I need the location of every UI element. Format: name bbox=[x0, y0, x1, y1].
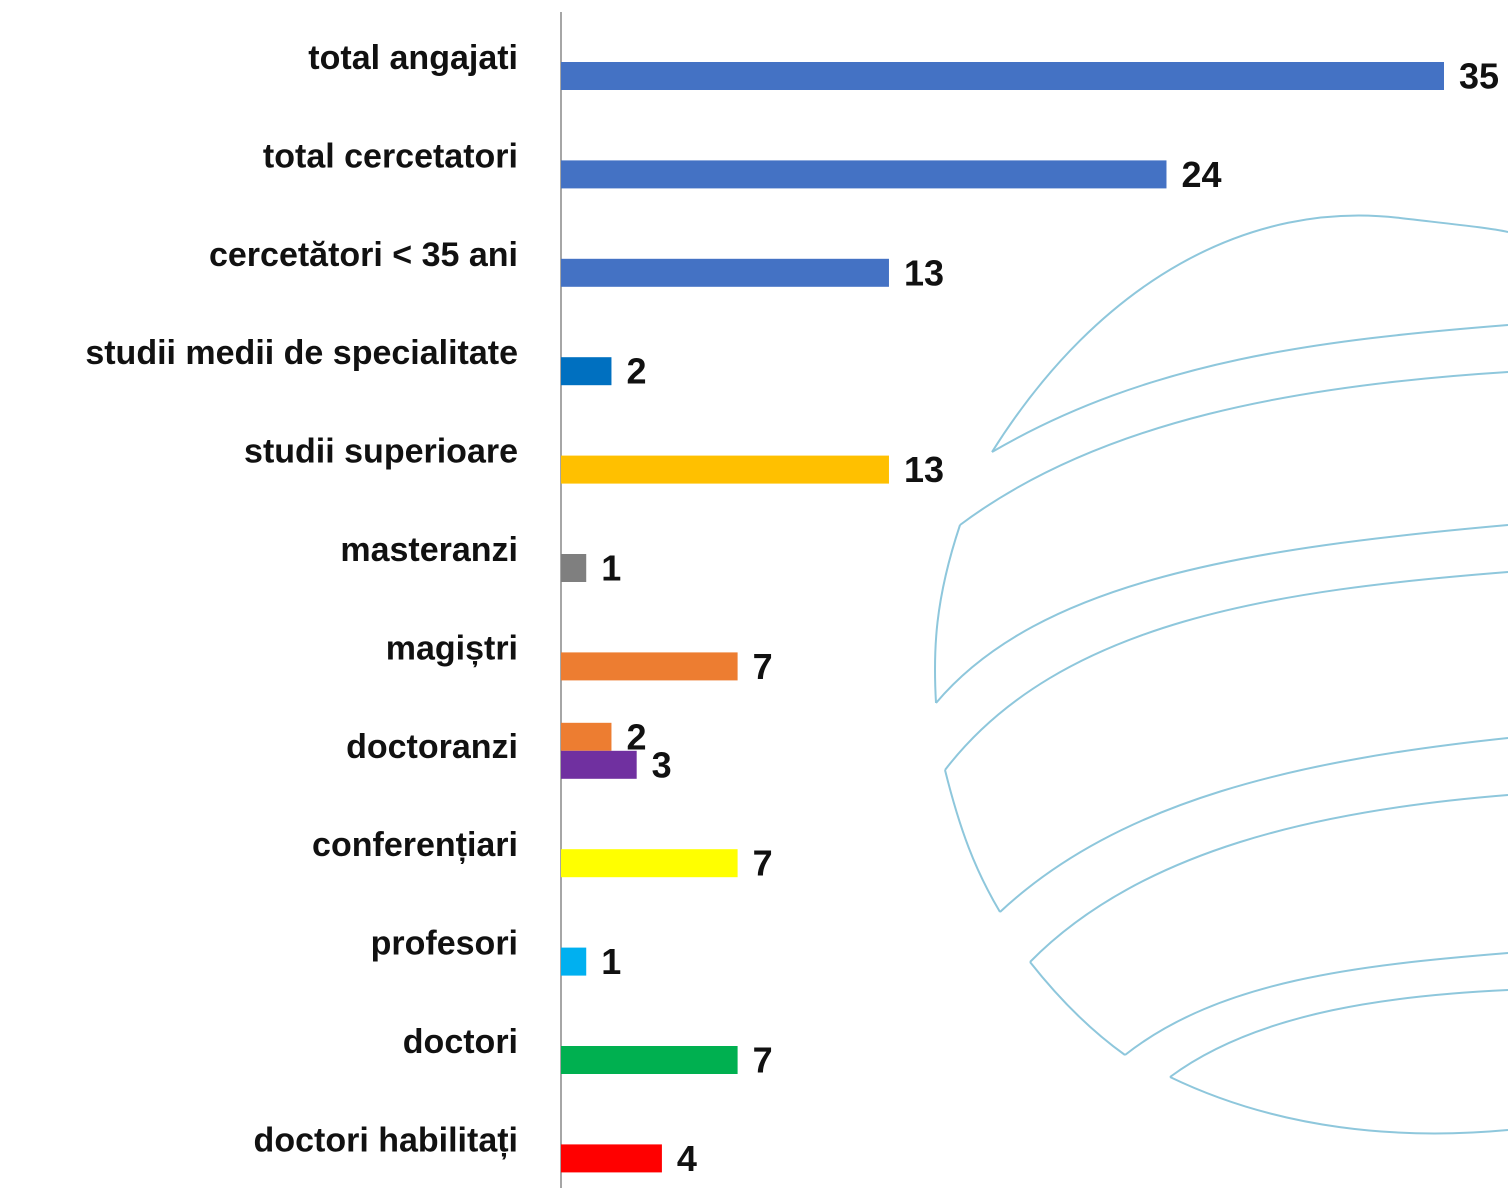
value-label: 4 bbox=[677, 1138, 697, 1179]
value-label: 13 bbox=[904, 252, 944, 293]
bar bbox=[561, 62, 1444, 90]
value-label: 24 bbox=[1181, 154, 1221, 195]
bar bbox=[561, 849, 738, 878]
bar bbox=[561, 722, 612, 751]
bar bbox=[561, 1144, 662, 1173]
category-label: magiștri bbox=[386, 629, 518, 667]
value-label: 1 bbox=[601, 548, 621, 589]
category-label: total angajati bbox=[308, 39, 518, 77]
background-decoration bbox=[933, 214, 1508, 1135]
category-label: doctoranzi bbox=[346, 728, 518, 766]
bar bbox=[561, 1046, 738, 1074]
category-label: masteranzi bbox=[340, 531, 518, 569]
bar bbox=[561, 455, 889, 484]
value-label: 13 bbox=[904, 449, 944, 490]
value-label: 2 bbox=[626, 351, 646, 392]
category-label: doctori habilitați bbox=[254, 1121, 518, 1159]
category-label: studii superioare bbox=[244, 433, 518, 471]
category-label: cercetători < 35 ani bbox=[209, 236, 518, 274]
bar bbox=[561, 357, 612, 386]
category-label: total cercetatori bbox=[263, 137, 518, 175]
bar bbox=[561, 554, 587, 582]
bar bbox=[561, 160, 1167, 189]
value-label: 7 bbox=[753, 1040, 773, 1081]
value-label: 3 bbox=[652, 744, 672, 785]
bar bbox=[561, 652, 738, 681]
bar bbox=[561, 750, 637, 779]
bar bbox=[561, 947, 587, 976]
value-label: 7 bbox=[753, 843, 773, 884]
value-label: 1 bbox=[601, 941, 621, 982]
category-label: conferențiari bbox=[312, 826, 518, 864]
category-label: doctori bbox=[403, 1023, 518, 1061]
bar bbox=[561, 258, 889, 287]
value-label: 7 bbox=[753, 646, 773, 687]
category-label: profesori bbox=[371, 925, 518, 963]
value-label: 35 bbox=[1459, 56, 1499, 97]
category-label: studii medii de specialitate bbox=[85, 334, 518, 372]
value-label: 2 bbox=[626, 716, 646, 757]
